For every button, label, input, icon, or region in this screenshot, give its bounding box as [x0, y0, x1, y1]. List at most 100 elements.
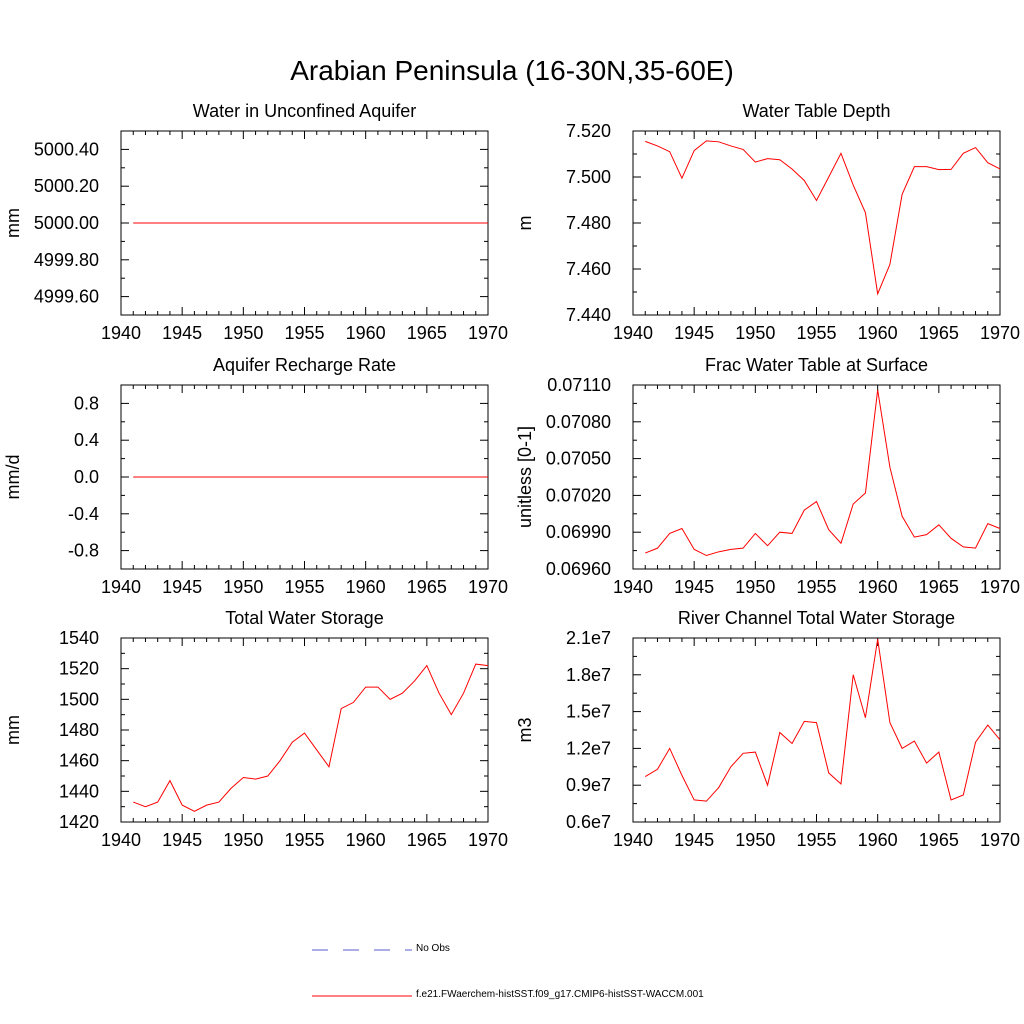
series-line-1 [133, 663, 489, 812]
series-line-1 [644, 639, 1001, 802]
x-tick-label: 1960 [346, 830, 386, 850]
x-tick-label: 1965 [919, 323, 959, 343]
y-axis-label: mm [3, 208, 23, 238]
x-tick-label: 1955 [796, 323, 836, 343]
plot-frame [632, 384, 1001, 570]
chart-panel-2: Water Table Depth m 1940 1945 1950 1955 1960 19… [515, 101, 1020, 343]
legend-label: f.e21.FWaerchem-histSST.f09_g17.CMIP6-hi… [416, 989, 704, 1000]
chart-panel-1: Water in Unconfined Aquifer mm 1940 1945 195… [3, 101, 508, 343]
x-tick-label: 1945 [162, 577, 202, 597]
chart-title: Water in Unconfined Aquifer [193, 101, 416, 121]
y-tick-label: 0.9e7 [566, 775, 611, 795]
chart-panel-5: Total Water Storage mm 1940 1945 1950 1955 196… [3, 608, 508, 850]
y-tick-label: 5000.00 [34, 213, 99, 233]
series-line-1 [645, 140, 1001, 296]
x-tick-label: 1970 [980, 830, 1020, 850]
y-axis-label: m3 [515, 717, 535, 742]
y-tick-label: 1500 [59, 689, 99, 709]
y-tick-label: 1540 [59, 628, 99, 648]
x-tick-label: 1960 [858, 577, 898, 597]
x-tick-label: 1970 [980, 323, 1020, 343]
x-tick-label: 1940 [613, 323, 653, 343]
x-tick-label: 1950 [735, 830, 775, 850]
x-tick-label: 1940 [613, 577, 653, 597]
y-tick-label: 0.07050 [546, 449, 611, 469]
y-tick-label: 1520 [59, 659, 99, 679]
y-axis-label: mm [3, 715, 23, 745]
chart-panel-3: Aquifer Recharge Rate mm/d 1940 1945 1950 195… [3, 355, 508, 597]
y-tick-label: 0.06990 [546, 522, 611, 542]
x-tick-label: 1950 [223, 830, 263, 850]
y-tick-label: 1.2e7 [566, 738, 611, 758]
x-tick-label: 1955 [796, 830, 836, 850]
x-tick-label: 1940 [101, 577, 141, 597]
chart-panel-4: Frac Water Table at Surface unitless [0-1… [515, 355, 1020, 597]
page-title: Arabian Peninsula (16-30N,35-60E) [290, 55, 734, 86]
legend-label: No Obs [416, 943, 450, 954]
plot-frame [632, 637, 1001, 823]
x-tick-label: 1970 [468, 323, 508, 343]
x-tick-label: 1955 [284, 577, 324, 597]
x-tick-label: 1940 [613, 830, 653, 850]
x-tick-label: 1940 [101, 323, 141, 343]
x-tick-label: 1970 [468, 577, 508, 597]
y-tick-label: -0.4 [68, 504, 99, 524]
y-axis-label: m [515, 216, 535, 231]
y-tick-label: 5000.20 [34, 176, 99, 196]
legend-swatch-solid [312, 995, 412, 997]
x-tick-label: 1965 [919, 577, 959, 597]
y-tick-label: 0.8 [74, 393, 99, 413]
x-tick-label: 1945 [674, 577, 714, 597]
x-tick-label: 1950 [223, 577, 263, 597]
chart-title: River Channel Total Water Storage [678, 608, 955, 628]
x-tick-label: 1945 [674, 323, 714, 343]
x-tick-label: 1965 [919, 830, 959, 850]
y-tick-label: 0.07020 [546, 485, 611, 505]
x-tick-label: 1950 [223, 323, 263, 343]
y-tick-label: 0.07080 [546, 412, 611, 432]
y-tick-label: 0.0 [74, 467, 99, 487]
y-tick-label: 0.4 [74, 430, 99, 450]
y-tick-label: 1.5e7 [566, 702, 611, 722]
x-tick-label: 1955 [796, 577, 836, 597]
x-tick-label: 1960 [858, 830, 898, 850]
y-tick-label: 7.440 [566, 305, 611, 325]
y-tick-label: 7.480 [566, 213, 611, 233]
x-tick-label: 1960 [346, 577, 386, 597]
x-tick-label: 1950 [735, 323, 775, 343]
y-tick-label: 2.1e7 [566, 628, 611, 648]
y-tick-label: -0.8 [68, 541, 99, 561]
x-tick-label: 1945 [162, 323, 202, 343]
y-tick-label: 4999.60 [34, 287, 99, 307]
x-tick-label: 1965 [407, 830, 447, 850]
y-axis-label: mm/d [3, 455, 23, 500]
legend-swatch-dashed [312, 949, 412, 951]
chart-title: Aquifer Recharge Rate [213, 355, 396, 375]
x-tick-label: 1970 [980, 577, 1020, 597]
chart-panel-6: River Channel Total Water Storage m3 1940 1… [515, 608, 1020, 850]
x-tick-label: 1955 [284, 323, 324, 343]
chart-title: Total Water Storage [225, 608, 383, 628]
x-tick-label: 1965 [407, 577, 447, 597]
plot-frame [632, 130, 1001, 316]
y-tick-label: 7.500 [566, 167, 611, 187]
y-tick-label: 7.520 [566, 121, 611, 141]
x-tick-label: 1965 [407, 323, 447, 343]
chart-title: Frac Water Table at Surface [705, 355, 928, 375]
y-tick-label: 0.06960 [546, 559, 611, 579]
y-tick-label: 1480 [59, 720, 99, 740]
y-tick-label: 1420 [59, 812, 99, 832]
x-tick-label: 1970 [468, 830, 508, 850]
x-tick-label: 1945 [162, 830, 202, 850]
y-tick-label: 1.8e7 [566, 665, 611, 685]
y-tick-label: 0.07110 [547, 375, 611, 395]
y-axis-label: unitless [0-1] [515, 426, 535, 528]
y-tick-label: 1440 [59, 781, 99, 801]
series-line-1 [645, 389, 1001, 557]
y-tick-label: 1460 [59, 751, 99, 771]
plot-frame [120, 637, 489, 823]
x-tick-label: 1950 [735, 577, 775, 597]
x-tick-label: 1960 [346, 323, 386, 343]
legend-item-no-obs: No Obs [0, 940, 1024, 960]
